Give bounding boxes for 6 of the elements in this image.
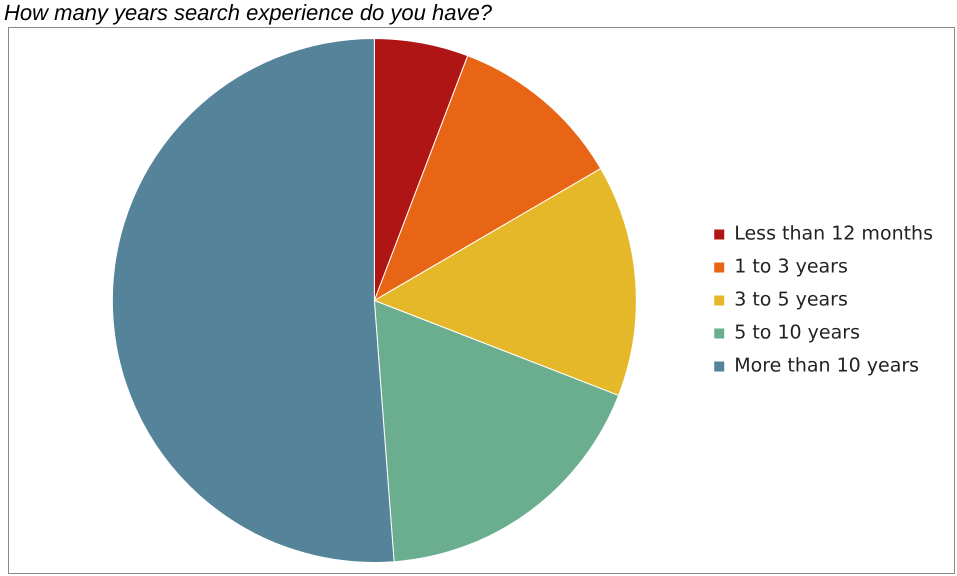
legend-label: Less than 12 months [734,222,934,244]
legend-label: 3 to 5 years [734,288,848,310]
chart-title: How many years search experience do you have? [4,0,492,26]
legend-label: 1 to 3 years [734,255,848,278]
legend-label: 5 to 10 years [734,321,860,344]
legend-label: More than 10 years [734,354,920,376]
